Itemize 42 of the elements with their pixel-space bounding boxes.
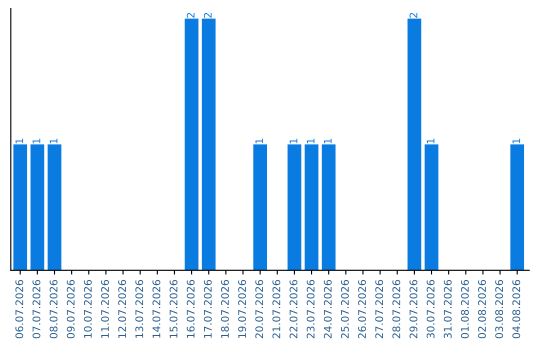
data-label: 1 [16, 138, 24, 144]
x-tick-label: 09.07.2026 [66, 280, 75, 338]
x-tick-label: 19.07.2026 [238, 280, 246, 338]
x-tick-label: 29.07.2026 [410, 280, 418, 338]
x-tick-label: 26.07.2026 [358, 280, 366, 338]
x-tick-label: 07.07.2026 [32, 280, 40, 338]
x-tick-label: 17.07.2026 [204, 280, 212, 338]
data-label: 2 [186, 12, 194, 18]
x-tick-label: 28.07.2026 [392, 280, 400, 338]
x-tick-label: 02.08.2026 [478, 280, 486, 338]
data-label: 1 [50, 138, 58, 144]
x-tick-label: 30.07.2026 [426, 280, 435, 338]
x-tick-label: 14.07.2026 [152, 280, 160, 338]
data-label: 1 [426, 138, 434, 144]
data-label: 1 [512, 138, 520, 144]
x-tick-label: 21.07.2026 [272, 280, 280, 338]
x-tick-label: 23.07.2026 [306, 280, 315, 338]
x-tick-label: 08.07.2026 [50, 280, 58, 338]
x-tick-label: 27.07.2026 [375, 280, 384, 338]
data-label: 1 [324, 138, 332, 144]
x-tick-label: 03.08.2026 [495, 280, 504, 338]
data-label: 2 [204, 12, 212, 18]
x-tick-label: 06.07.2026 [15, 280, 24, 338]
x-tick-label: 25.07.2026 [340, 280, 349, 338]
x-tick-label: 04.08.2026 [512, 280, 520, 338]
x-tick-label: 18.07.2026 [221, 280, 229, 338]
x-tick-label: 22.07.2026 [290, 280, 298, 338]
x-tick-label: 11.07.2026 [101, 280, 109, 338]
x-tick-label: 13.07.2026 [135, 280, 144, 338]
x-tick-label: 31.07.2026 [444, 280, 452, 338]
data-label: 1 [290, 138, 298, 144]
data-label: 1 [306, 138, 314, 144]
data-label: 1 [255, 138, 264, 144]
data-label: 1 [32, 138, 40, 144]
data-label: 2 [410, 12, 418, 18]
x-tick-label: 12.07.2026 [118, 280, 126, 338]
x-tick-label: 16.07.2026 [186, 280, 195, 338]
x-tick-label: 10.07.2026 [84, 280, 92, 338]
x-tick-label: 15.07.2026 [170, 280, 178, 338]
x-tick-label: 24.07.2026 [324, 280, 332, 338]
x-tick-label: 20.07.2026 [255, 280, 264, 338]
x-tick-label: 01.08.2026 [460, 280, 469, 338]
